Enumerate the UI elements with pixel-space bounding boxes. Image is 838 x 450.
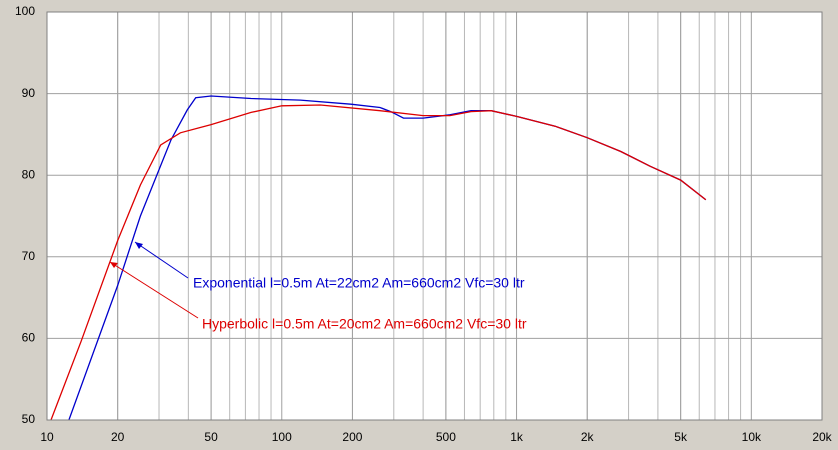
y-tick-label: 80 [22,167,36,181]
x-tick-label: 2k [581,430,595,444]
x-tick-label: 5k [674,430,688,444]
annotation-arrow [134,241,189,279]
x-tick-label: 500 [436,430,456,444]
x-tick-label: 100 [272,430,292,444]
series-line [50,104,707,421]
annotation: Exponential l=0.5m At=22cm2 Am=660cm2 Vf… [193,275,525,291]
plot-area [47,12,822,420]
y-tick-label: 60 [22,331,36,345]
y-tick-label: 100 [15,4,35,18]
x-tick-label: 200 [342,430,362,444]
x-tick-label: 20 [111,430,125,444]
x-tick-label: 50 [204,430,218,444]
arrow-head [135,242,143,249]
annotation-arrow [109,261,199,319]
arrow-head [110,262,118,268]
y-tick-label: 50 [22,412,36,426]
annotation: Hyperbolic l=0.5m At=20cm2 Am=660cm2 Vfc… [202,316,527,332]
x-tick-label: 10 [40,430,54,444]
y-tick-label: 90 [22,86,36,100]
y-tick-label: 70 [22,249,36,263]
x-tick-label: 10k [742,430,762,444]
plot-border [46,11,823,421]
x-tick-label: 1k [510,430,524,444]
x-tick-label: 20k [812,430,832,444]
